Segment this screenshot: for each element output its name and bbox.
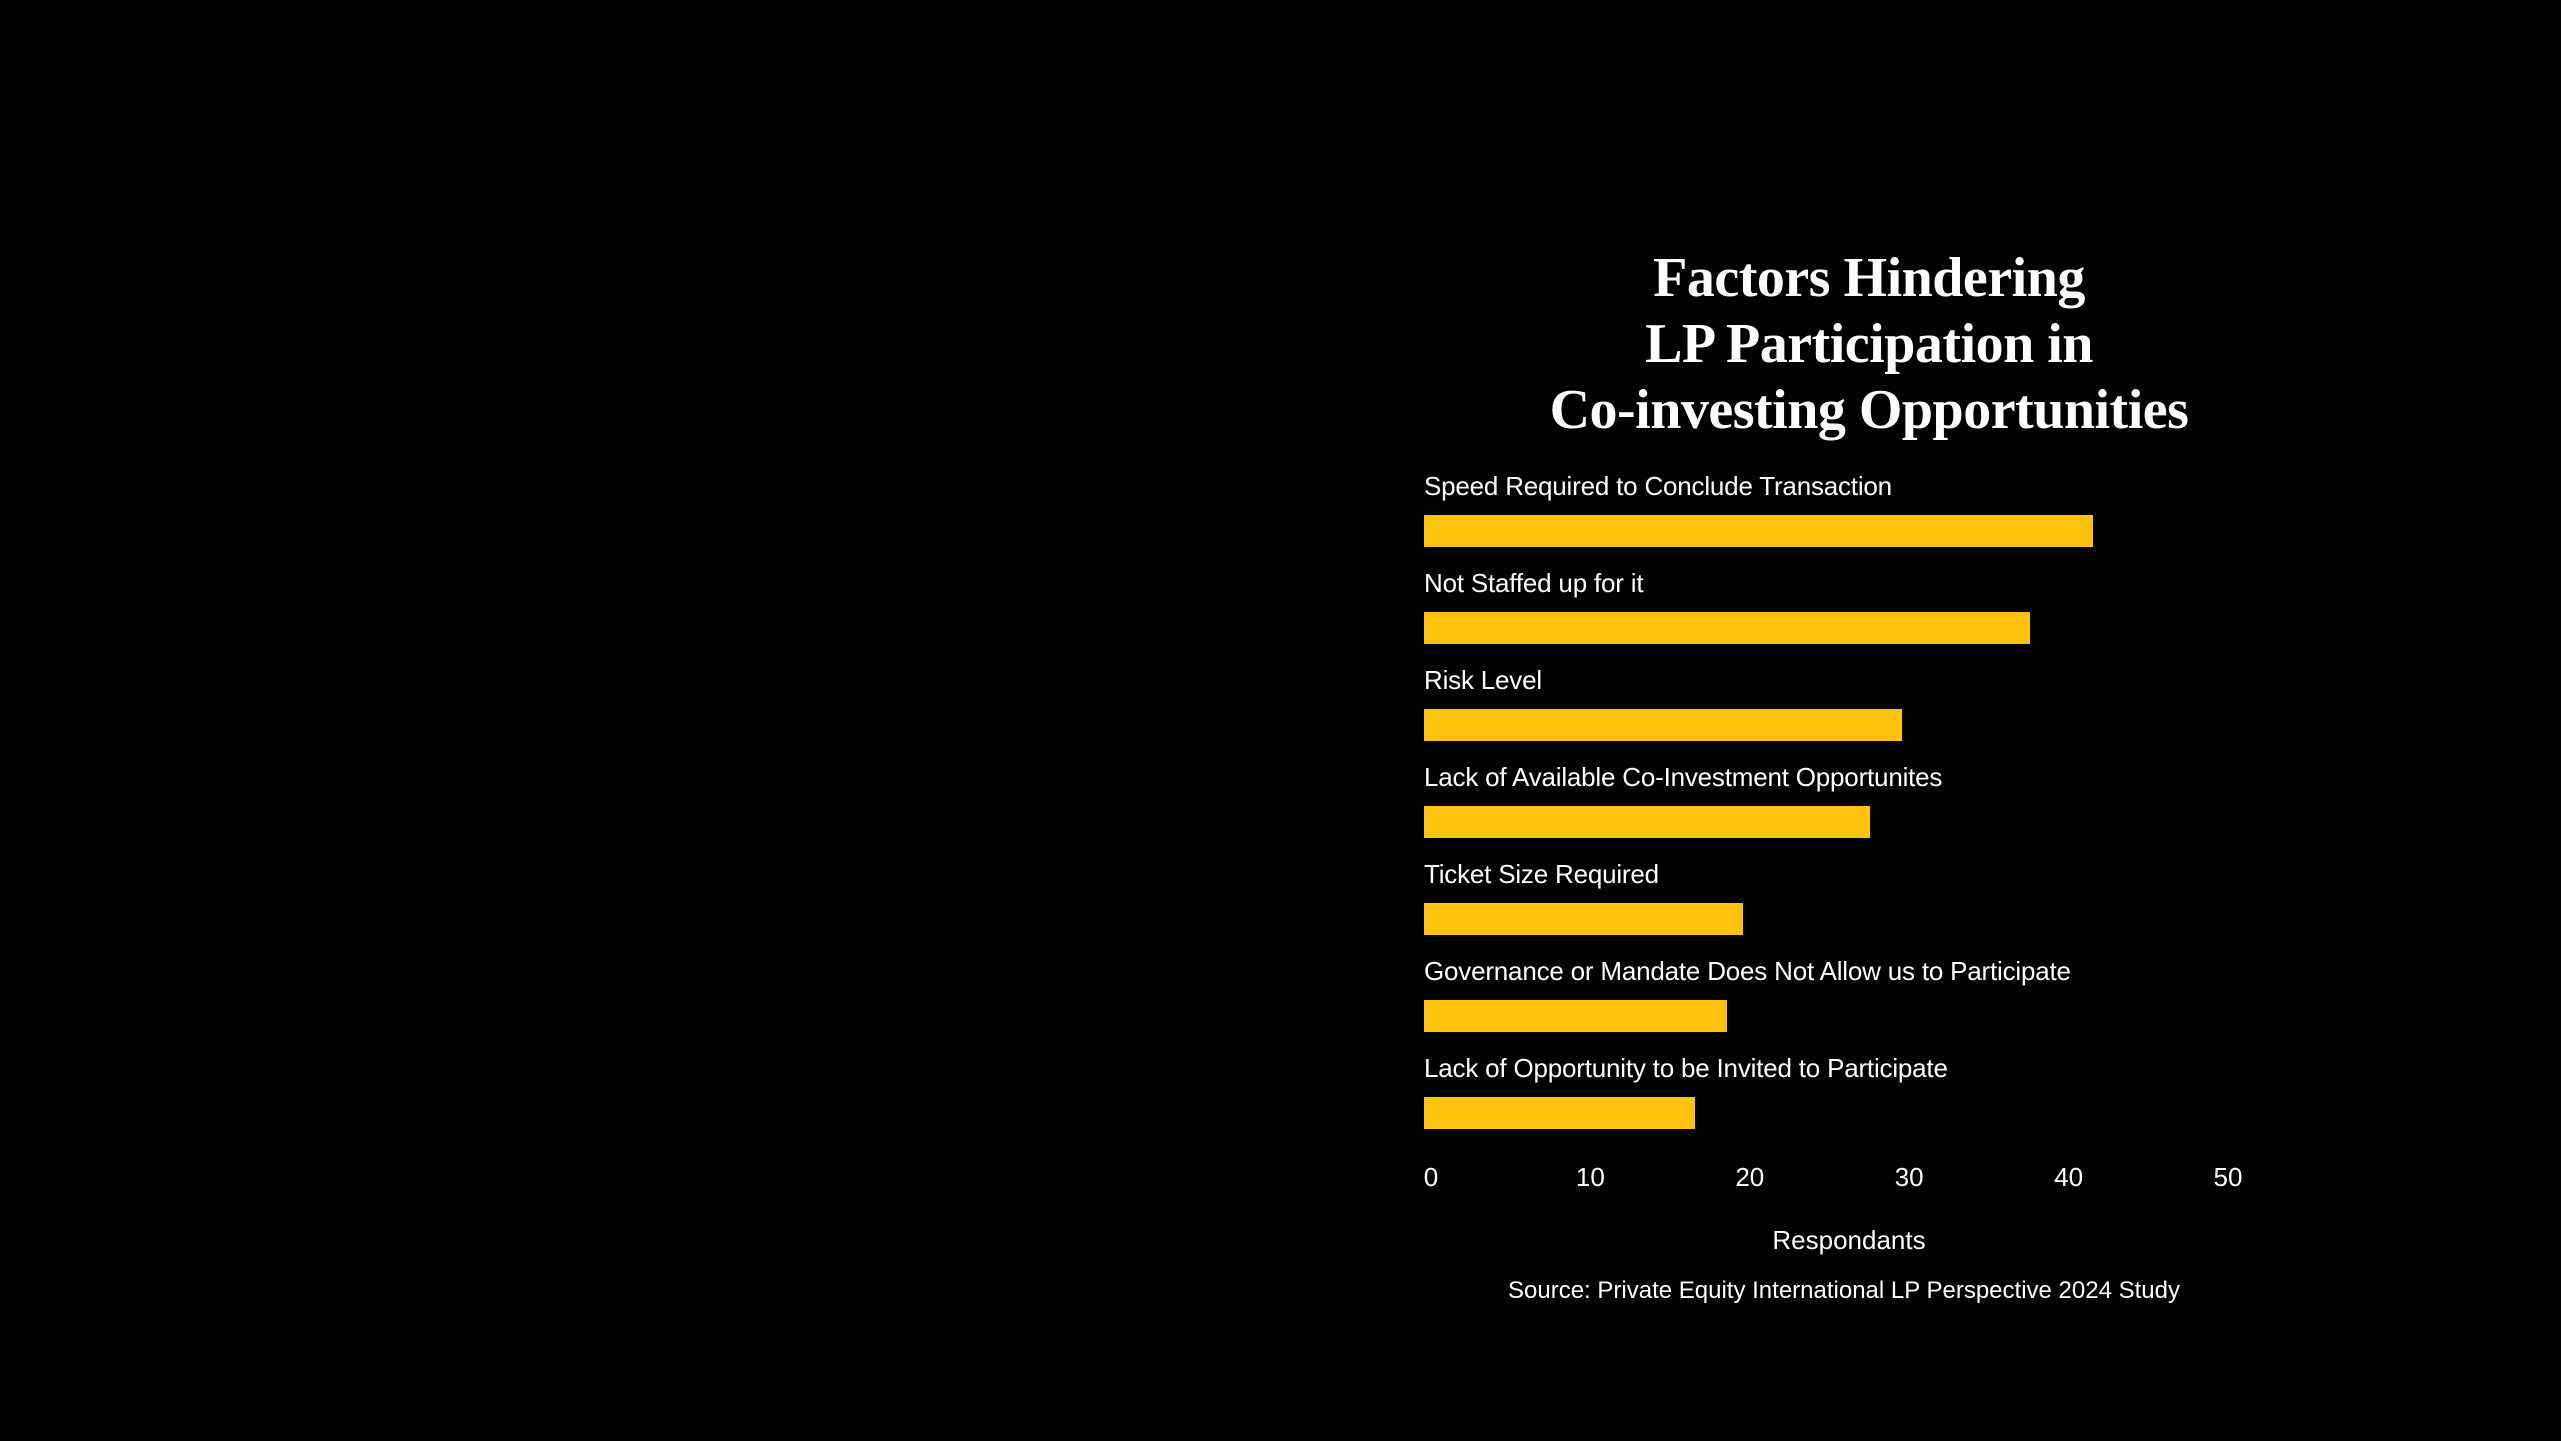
chart-title-line-3: Co-investing Opportunities [1549, 379, 2189, 441]
source-note: Source: Private Equity International LP … [1508, 1277, 2180, 1304]
bar-row: Lack of Opportunity to be Invited to Par… [1424, 1051, 2314, 1129]
bar [1424, 612, 2030, 644]
bar [1424, 903, 1743, 935]
bar-row: Speed Required to Conclude Transaction [1424, 469, 2314, 547]
bar-row: Not Staffed up for it [1424, 566, 2314, 644]
bar-row: Risk Level [1424, 663, 2314, 741]
bar-chart: Factors Hindering LP Participation in Co-i… [1424, 245, 2314, 1306]
x-tick: 20 [1735, 1162, 1765, 1192]
bar-label: Lack of Opportunity to be Invited to Par… [1424, 1053, 1948, 1083]
x-axis-label: Respondants [1772, 1225, 1926, 1255]
bar-row: Ticket Size Required [1424, 857, 2314, 935]
bar [1424, 806, 1871, 838]
bar-label: Ticket Size Required [1424, 859, 1659, 889]
x-tick: 10 [1575, 1162, 1605, 1192]
bar-label: Speed Required to Conclude Transaction [1424, 471, 1892, 501]
x-tick: 40 [2054, 1162, 2084, 1192]
bar-label: Governance or Mandate Does Not Allow us … [1424, 956, 2071, 986]
chart-title-line-2: LP Participation in [1645, 313, 2093, 375]
x-tick: 30 [1894, 1162, 1924, 1192]
bar-rows: Speed Required to Conclude Transaction N… [1424, 469, 2314, 1129]
bar-label: Lack of Available Co-Investment Opportun… [1424, 762, 1943, 792]
bar-row: Governance or Mandate Does Not Allow us … [1424, 954, 2314, 1032]
bar [1424, 709, 1903, 741]
x-axis: 0 10 20 30 40 50 [1424, 1160, 2314, 1194]
bar-label: Risk Level [1424, 665, 1542, 695]
bar [1424, 1000, 1727, 1032]
x-tick: 50 [2213, 1162, 2243, 1192]
bar-label: Not Staffed up for it [1424, 568, 1644, 598]
bar [1424, 1097, 1695, 1129]
bar [1424, 515, 2094, 547]
chart-title: Factors Hindering LP Participation in Co-i… [1424, 245, 2314, 443]
bar-row: Lack of Available Co-Investment Opportun… [1424, 760, 2314, 838]
x-tick: 0 [1423, 1162, 1439, 1192]
chart-title-line-1: Factors Hindering [1653, 247, 2085, 309]
